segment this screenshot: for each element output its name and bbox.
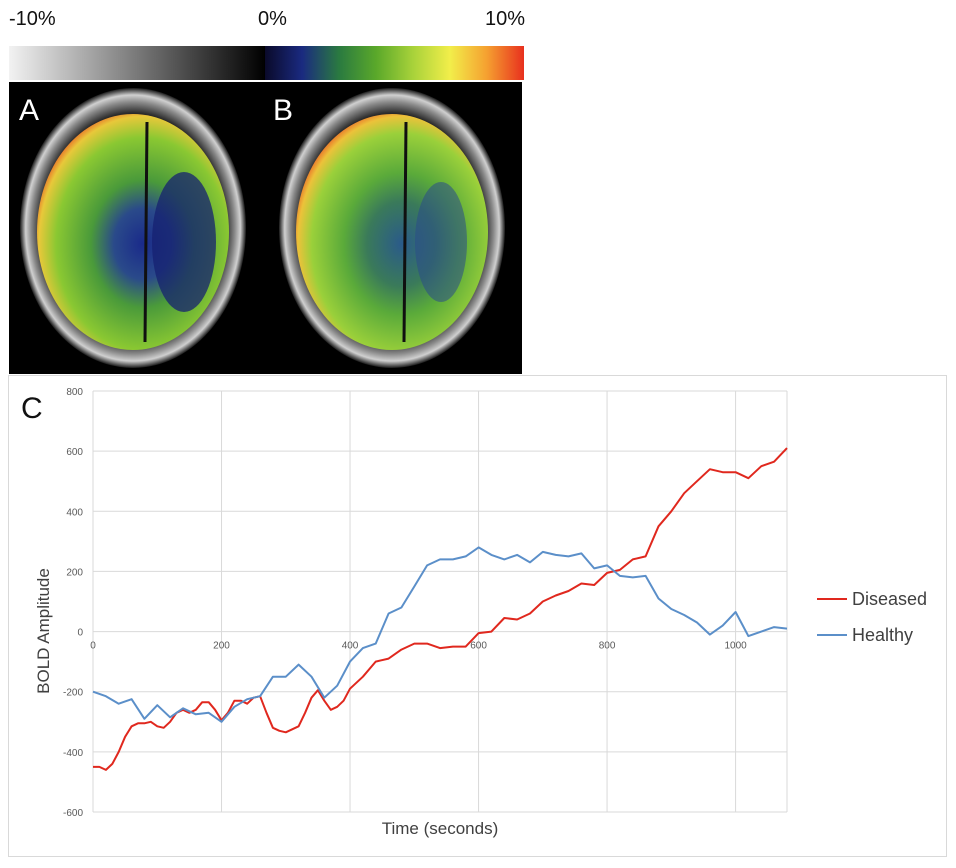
y-tick-label: -200 [63,688,83,699]
legend-label-diseased: Diseased [852,589,927,609]
x-tick-label: 1000 [724,641,747,652]
panel-label-b: B [273,94,293,127]
panel-label-c: C [21,392,43,425]
colorbar-gray-segment [9,46,265,80]
legend: Diseased Healthy [817,589,927,645]
brain-images: A B [19,88,505,368]
x-tick-label: 400 [342,641,359,652]
brain-a [20,88,246,368]
brain-images-panel: A B [9,82,522,374]
colorbar-color-segment [265,46,524,80]
x-tick-label: 200 [213,641,230,652]
x-tick-label: 600 [470,641,487,652]
series-line-healthy [92,546,788,723]
brain-b [279,88,505,368]
panel-label-a: A [19,94,39,127]
colorbar-label-neg: -10% [9,8,56,30]
colorbar [9,46,524,80]
y-tick-label: 600 [66,447,83,458]
y-tick-label: 200 [66,567,83,578]
y-axis-label: BOLD Amplitude [34,568,53,694]
y-tick-label: 0 [77,628,83,639]
y-tick-label: 400 [66,507,83,518]
series-lines [92,447,788,771]
x-axis-label: Time (seconds) [382,819,499,838]
y-tick-label: 800 [66,387,83,398]
chart-panel: C -600 -400 -200 0 200 400 600 800 0 200 400 600 800… [8,375,947,857]
grid [92,390,788,813]
colorbar-label-zero: 0% [258,8,287,30]
x-tick-label: 0 [90,641,96,652]
y-tick-label: -600 [63,808,83,819]
legend-label-healthy: Healthy [852,625,913,645]
axes: -600 -400 -200 0 200 400 600 800 0 200 400 600 800 10… [63,387,747,819]
series-line-diseased [93,447,788,771]
colorbar-label-pos: 10% [485,8,526,30]
y-tick-label: -400 [63,748,83,759]
x-tick-label: 800 [599,641,616,652]
line-chart: C -600 -400 -200 0 200 400 600 800 0 200 400 600 800… [21,387,927,838]
